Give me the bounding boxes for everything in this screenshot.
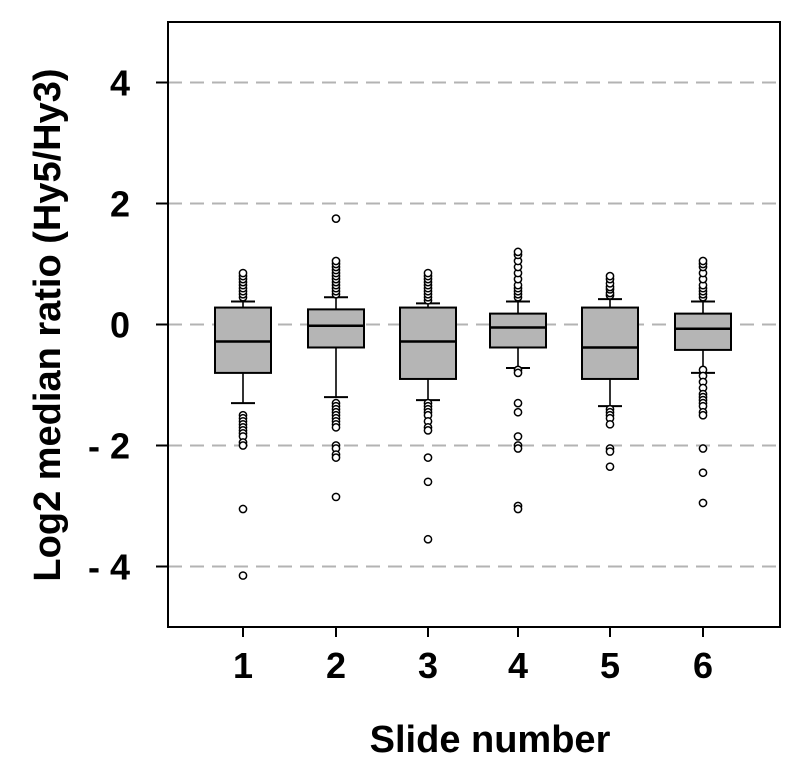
outlier-point xyxy=(423,426,433,435)
y-tick-label-3: - 2 xyxy=(88,426,130,467)
outlier-point xyxy=(423,534,433,544)
y-axis-ticks: 4 2 0 - 2 - 4 xyxy=(88,63,168,588)
outlier-point xyxy=(331,214,341,223)
iqr-box xyxy=(581,306,639,380)
outlier-point xyxy=(513,504,523,514)
iqr-box xyxy=(489,312,547,349)
y-axis-title: Log2 median ratio (Hy5/Hy3) xyxy=(27,68,69,581)
outlier-point xyxy=(698,468,708,478)
box-slide-2 xyxy=(307,214,365,502)
x-axis-ticks: 1 2 3 4 5 6 xyxy=(233,627,713,686)
outlier-point xyxy=(513,432,523,441)
box-slide-4 xyxy=(489,247,547,514)
outlier-point xyxy=(423,268,433,278)
outlier-point xyxy=(605,271,615,281)
outlier-point xyxy=(513,407,523,417)
outlier-point xyxy=(698,410,708,420)
x-tick-label-3: 3 xyxy=(418,645,438,686)
outlier-point xyxy=(605,462,615,472)
x-tick-label-2: 2 xyxy=(326,645,346,686)
outlier-point xyxy=(238,571,248,580)
outlier-point xyxy=(331,256,341,266)
x-tick-label-5: 5 xyxy=(600,645,620,686)
box-slide-3 xyxy=(399,268,457,544)
x-tick-label-1: 1 xyxy=(233,645,253,686)
x-tick-label-6: 6 xyxy=(693,645,713,686)
outlier-point xyxy=(238,504,248,514)
y-tick-label-4: - 4 xyxy=(88,547,130,588)
iqr-box xyxy=(307,308,365,349)
outlier-point xyxy=(238,441,248,450)
outlier-point xyxy=(423,477,433,487)
outlier-point xyxy=(605,419,615,429)
outlier-point xyxy=(513,368,523,378)
outlier-point xyxy=(698,498,708,508)
boxes xyxy=(214,214,732,580)
outlier-point xyxy=(605,447,615,456)
box-slide-5 xyxy=(581,271,639,472)
y-tick-label-2: 0 xyxy=(110,305,130,346)
outlier-point xyxy=(238,268,248,278)
outlier-point xyxy=(698,256,708,266)
outlier-point xyxy=(513,444,523,453)
box-slide-1 xyxy=(214,268,272,580)
outlier-point xyxy=(331,423,341,432)
iqr-box xyxy=(674,312,732,351)
iqr-box xyxy=(399,306,457,380)
y-tick-label-0: 4 xyxy=(110,63,130,104)
outlier-point xyxy=(331,492,341,502)
y-tick-label-1: 2 xyxy=(110,184,130,225)
outlier-point xyxy=(331,453,341,462)
outlier-point xyxy=(513,398,523,408)
outlier-point xyxy=(423,453,433,462)
x-tick-label-4: 4 xyxy=(508,645,528,686)
outlier-point xyxy=(513,247,523,257)
outlier-point xyxy=(698,444,708,453)
box-slide-6 xyxy=(674,256,732,508)
x-axis-title: Slide number xyxy=(370,719,611,761)
